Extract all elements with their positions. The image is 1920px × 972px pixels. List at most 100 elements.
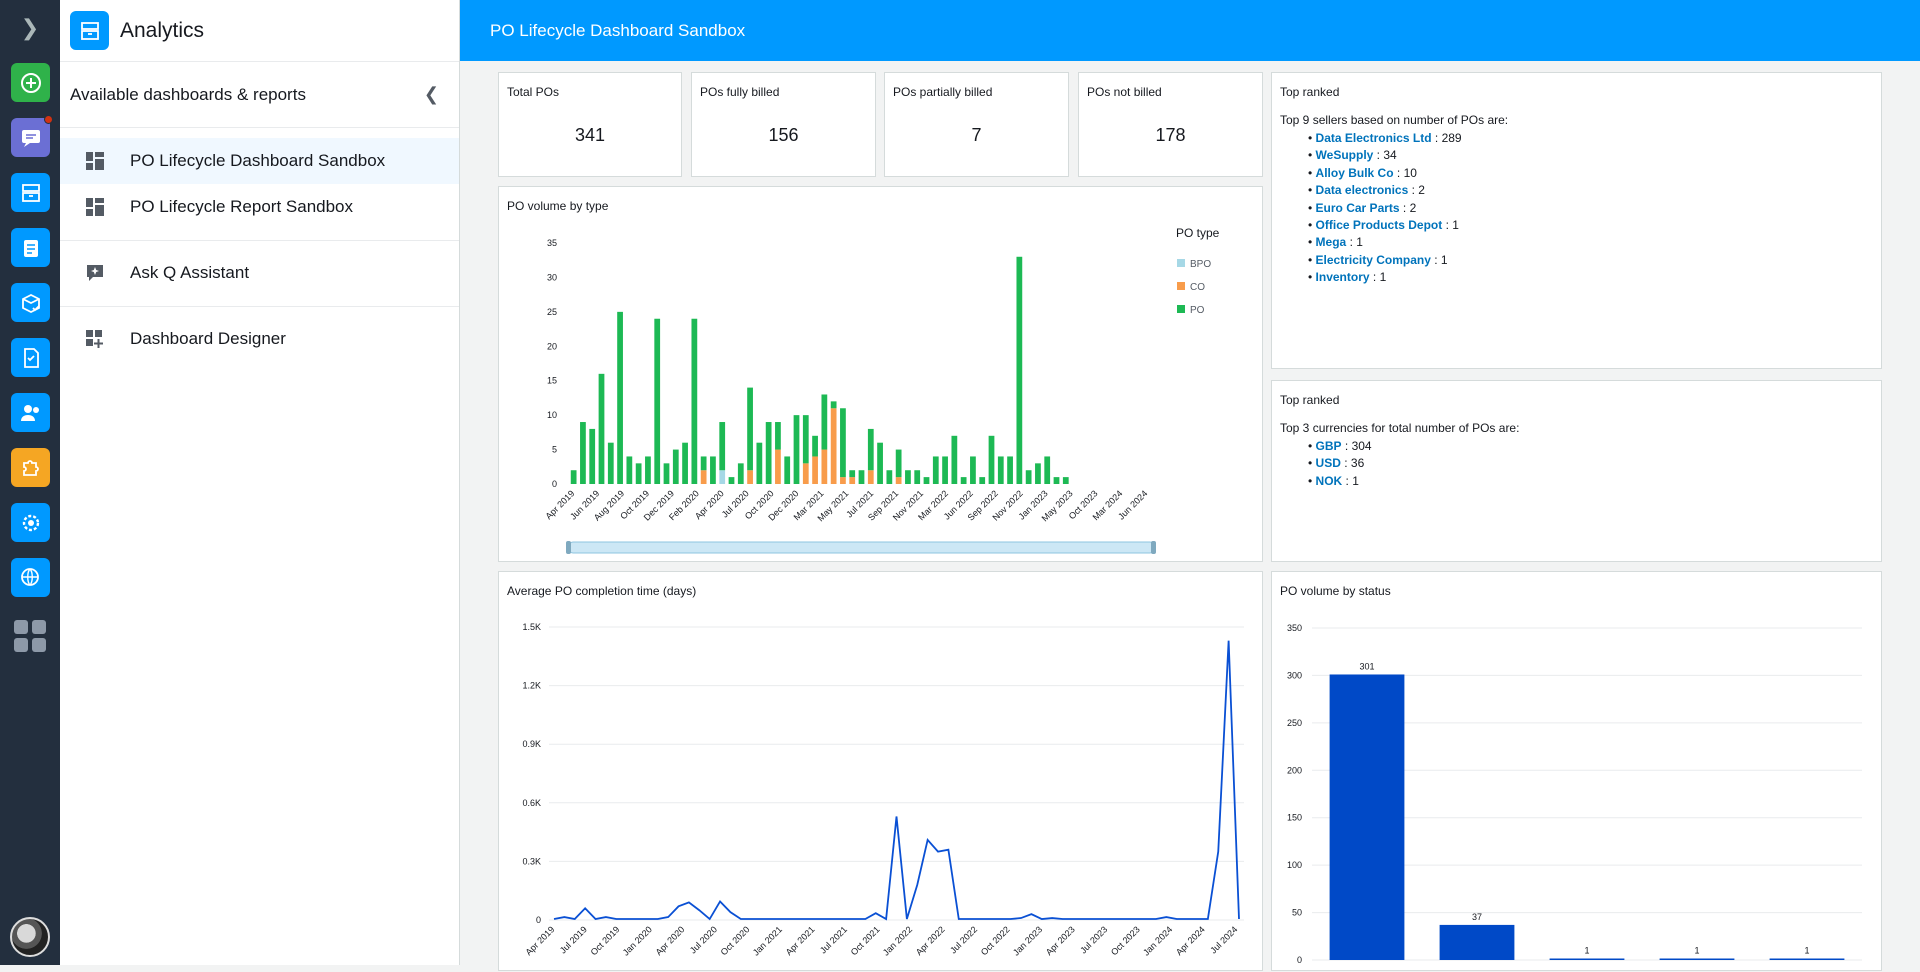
bar-segment: [672, 449, 679, 484]
status-bar: [1549, 958, 1625, 960]
clipboard-icon[interactable]: [11, 228, 50, 267]
ranked-item-value: : 1: [1346, 235, 1363, 250]
x-tick-label: Oct 2019: [589, 924, 622, 957]
ranked-item-link[interactable]: Inventory: [1315, 270, 1370, 285]
nav-item-po-lifecycle-report[interactable]: PO Lifecycle Report Sandbox: [60, 184, 459, 230]
users-icon[interactable]: [11, 393, 50, 432]
sparkle-chat-icon: [60, 264, 130, 282]
bar-segment: [719, 422, 726, 471]
nav-item-po-lifecycle-dashboard[interactable]: PO Lifecycle Dashboard Sandbox: [60, 138, 459, 184]
ranked-item-link[interactable]: Alloy Bulk Co: [1315, 165, 1394, 180]
x-tick-label: Jul 2022: [948, 924, 979, 955]
y-tick-label: 250: [1287, 718, 1302, 728]
bar-segment: [663, 463, 670, 484]
bar-segment: [960, 477, 967, 484]
x-tick-label: Oct 2022: [979, 924, 1012, 957]
kpi-value: 341: [574, 125, 606, 145]
nav-item-label: PO Lifecycle Report Sandbox: [130, 197, 354, 216]
document-cloud-icon[interactable]: [11, 338, 50, 377]
globe-settings-icon[interactable]: [11, 558, 50, 597]
ranked-item-link[interactable]: Data electronics: [1315, 183, 1409, 198]
ranked-item-value: : 10: [1393, 165, 1417, 180]
y-tick-label: 200: [1287, 765, 1302, 775]
bar-segment: [700, 456, 707, 471]
apps-grid-icon[interactable]: [14, 620, 46, 652]
currencies-list: GBP : 304USD : 36NOK : 1: [1308, 438, 1372, 490]
messages-icon[interactable]: [11, 115, 53, 157]
y-tick-label: 50: [1292, 908, 1302, 918]
bar-segment: [849, 477, 856, 484]
y-tick-label: 0: [552, 479, 557, 489]
y-tick-label: 10: [547, 410, 557, 420]
nav-item-ask-q-assistant[interactable]: Ask Q Assistant: [60, 250, 459, 296]
bar-segment: [821, 394, 828, 450]
x-tick-label: Oct 2020: [719, 924, 752, 957]
ranked-item-link[interactable]: Electricity Company: [1315, 252, 1431, 267]
ranked-item-link[interactable]: NOK: [1315, 473, 1343, 488]
x-tick-label: Apr 2021: [784, 924, 817, 957]
ranked-item-link[interactable]: WeSupply: [1315, 148, 1374, 163]
po-volume-by-status-card: PO volume by status 0 50 100 150 200 250 300 35…: [1271, 571, 1882, 971]
scrollbar-handle-right: [1151, 541, 1156, 554]
y-tick-label: 5: [552, 445, 557, 455]
line-series: [553, 640, 1240, 921]
x-tick-label: Jan 2023: [1011, 924, 1044, 957]
bar-segment: [765, 422, 772, 484]
add-icon[interactable]: [11, 63, 50, 102]
data-label: 1: [1584, 946, 1589, 956]
status-bar: [1659, 958, 1735, 960]
ranked-item-link[interactable]: Euro Car Parts: [1315, 200, 1400, 215]
ranked-item-link[interactable]: Office Products Depot: [1315, 217, 1443, 232]
top-sellers-card: Top ranked Top 9 sellers based on number…: [1271, 72, 1882, 369]
bar-segment: [719, 470, 726, 484]
bar-segment: [988, 435, 995, 484]
x-tick-label: Apr 2023: [1044, 924, 1077, 957]
x-tick-label: Jul 2023: [1078, 924, 1109, 955]
settings-icon[interactable]: [11, 503, 50, 542]
ranked-item-link[interactable]: USD: [1315, 456, 1341, 471]
bar-segment: [840, 408, 846, 478]
bar-segment: [830, 401, 837, 409]
avatar[interactable]: [10, 917, 50, 957]
po-volume-by-status-chart: 0 50 100 150 200 250 300 350 301 37 1 1 1: [1287, 623, 1862, 965]
x-tick-label: Jul 2021: [818, 924, 849, 955]
dashboard-icon: [60, 152, 130, 170]
bar-segment: [867, 470, 874, 484]
ranked-item-link[interactable]: Mega: [1315, 235, 1347, 250]
kpi-total-pos: Total POs 341: [498, 72, 682, 177]
kpi-value: 156: [768, 125, 799, 145]
bar-segment: [979, 477, 986, 484]
ranked-item-link[interactable]: GBP: [1315, 439, 1342, 453]
kpi-label: POs partially billed: [893, 85, 993, 99]
bar-segment: [886, 470, 893, 484]
bar-segment: [784, 456, 791, 484]
bar-segment: [951, 435, 958, 484]
legend-label: PO: [1190, 305, 1205, 316]
y-tick-label: 15: [547, 376, 557, 386]
legend-label: CO: [1190, 282, 1205, 293]
bar-segment: [775, 422, 781, 450]
bar-segment: [635, 463, 642, 484]
puzzle-icon[interactable]: [11, 448, 50, 487]
x-tick-label: Jul 2020: [688, 924, 719, 955]
expand-rail-icon[interactable]: ❯: [20, 15, 40, 40]
bar-segment: [849, 470, 856, 478]
y-tick-label: 35: [547, 238, 557, 248]
collapse-panel-icon[interactable]: ❮: [423, 84, 439, 104]
x-tick-label: Apr 2022: [914, 924, 947, 957]
ranked-item-link[interactable]: Data Electronics Ltd: [1315, 131, 1432, 145]
bar-segment: [895, 477, 902, 484]
bar-segment: [1053, 477, 1060, 484]
analytics-archive-icon[interactable]: [11, 173, 50, 212]
package-check-icon[interactable]: [11, 283, 50, 322]
ranked-intro: Top 3 currencies for total number of POs…: [1280, 421, 1520, 435]
bar-segment: [747, 470, 753, 484]
bar-segment: [607, 442, 614, 484]
ranked-item-value: : 304: [1341, 439, 1372, 453]
nav-item-dashboard-designer[interactable]: Dashboard Designer: [60, 316, 459, 362]
data-label: 37: [1472, 912, 1482, 922]
kpi-partially-billed: POs partially billed 7: [884, 72, 1069, 177]
bar-segment: [691, 318, 698, 484]
dashboard-icon: [60, 198, 130, 216]
bar-segment: [821, 449, 828, 484]
